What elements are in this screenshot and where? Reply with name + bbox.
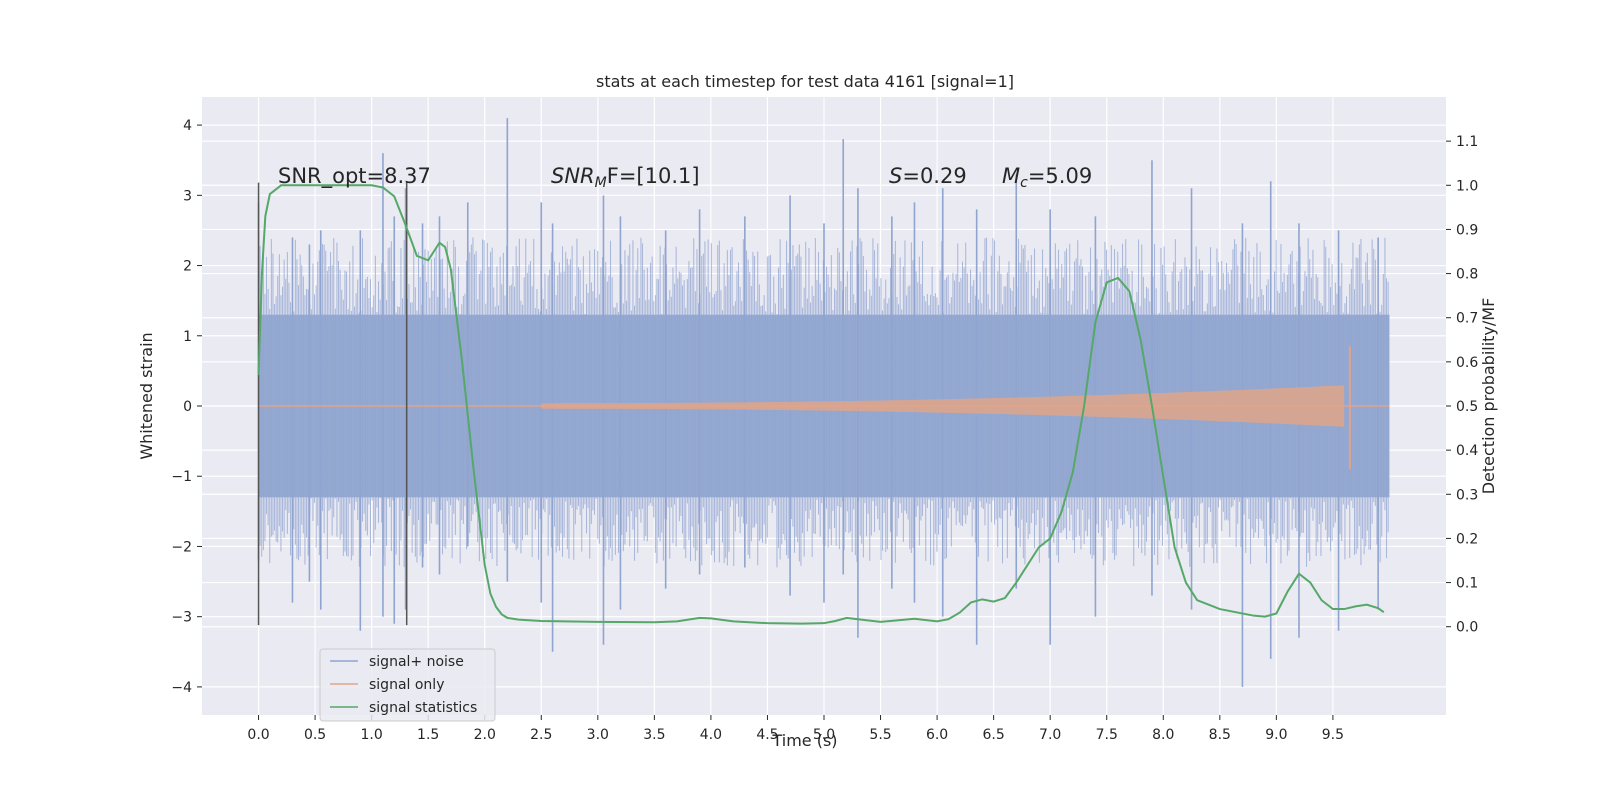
annotation-mc: Mc=5.09 [1002, 164, 1092, 191]
y-right-tick-label: 0.2 [1456, 531, 1478, 547]
x-axis-label: Time (s) [771, 731, 837, 750]
legend: signal+ noise signal only signal statist… [319, 648, 496, 722]
annotation-snr-mf-rest: F=[10.1] [607, 164, 700, 188]
x-tick-label: 4.0 [700, 727, 722, 743]
annotation-s-main: S [889, 164, 902, 188]
x-tick-label: 9.0 [1265, 727, 1287, 743]
y-left-tick-label: 1 [183, 329, 192, 345]
y-right-axis-label: Detection probability/MF [1479, 298, 1498, 495]
y-left-tick-label: 2 [183, 259, 192, 275]
x-tick-label: 2.0 [474, 727, 496, 743]
y-right-tick-label: 0.9 [1456, 222, 1478, 238]
x-tick-label: 1.0 [361, 727, 383, 743]
y-right-tick-label: 0.8 [1456, 267, 1478, 283]
y-right-tick-label: 1.0 [1456, 178, 1478, 194]
x-tick-label: 1.5 [417, 727, 439, 743]
annotation-mc-sub: c [1020, 175, 1028, 191]
y-right-tick-label: 0.7 [1456, 311, 1478, 327]
legend-label-signal-only: signal only [369, 677, 444, 693]
x-tick-label: 4.5 [756, 727, 778, 743]
x-tick-label: 8.5 [1209, 727, 1231, 743]
y-right-tick-label: 0.6 [1456, 355, 1478, 371]
x-tick-label: 5.5 [869, 727, 891, 743]
y-left-tick-label: −3 [171, 610, 192, 626]
y-right-tick-label: 1.1 [1456, 134, 1478, 150]
annotation-mc-rest: =5.09 [1028, 164, 1092, 188]
y-left-axis-label: Whitened strain [137, 332, 156, 459]
noise-series [257, 118, 1390, 687]
x-tick-label: 2.5 [530, 727, 552, 743]
x-tick-label: 9.5 [1322, 727, 1344, 743]
y-right-tick-label: 0.5 [1456, 399, 1478, 415]
x-tick-label: 8.0 [1152, 727, 1174, 743]
y-left-tick-label: −2 [171, 539, 192, 555]
y-right-tick-label: 0.1 [1456, 576, 1478, 592]
x-axis-ticks: 0.0 0.5 1.0 1.5 2.0 2.5 3.0 3.5 4.0 4.5 5.0 5.5 6.0 6… [247, 715, 1344, 743]
y-left-tick-label: 0 [183, 399, 192, 415]
x-tick-label: 3.0 [587, 727, 609, 743]
y-left-axis-ticks: 4 3 2 1 0 −1 −2 −3 −4 [171, 118, 202, 696]
legend-label-signal-statistics: signal statistics [369, 700, 477, 716]
vertical-markers [257, 182, 408, 626]
annotation-snr-mf-sub: M [595, 175, 607, 191]
y-right-axis-ticks: 1.1 1.0 0.9 0.8 0.7 0.6 0.5 0.4 0.3 0.2 0.1 0.0 [1446, 134, 1478, 636]
x-tick-label: 5.0 [813, 727, 835, 743]
x-tick-label: 7.0 [1039, 727, 1061, 743]
y-left-tick-label: 3 [183, 188, 192, 204]
y-right-tick-label: 0.0 [1456, 620, 1478, 636]
y-left-tick-label: −4 [171, 680, 192, 696]
signal-statistics-series [257, 184, 1385, 625]
x-tick-label: 6.5 [983, 727, 1005, 743]
statistics-line [257, 184, 1385, 625]
y-right-tick-label: 0.3 [1456, 487, 1478, 503]
annotation-mc-main: M [1002, 164, 1020, 188]
legend-label-noise: signal+ noise [369, 654, 464, 670]
y-left-tick-label: −1 [171, 469, 192, 485]
signal-only-series [258, 346, 1390, 470]
x-tick-label: 7.5 [1096, 727, 1118, 743]
x-tick-label: 0.0 [247, 727, 269, 743]
annotation-s: S=0.29 [889, 164, 967, 188]
legend-box [319, 648, 496, 722]
annotation-snr-mf-main: SNR [551, 164, 595, 188]
annotation-s-rest: =0.29 [902, 164, 966, 188]
y-left-tick-label: 4 [183, 118, 192, 134]
x-tick-label: 3.5 [643, 727, 665, 743]
chart-title: stats at each timestep for test data 416… [596, 72, 1014, 91]
annotation-snr-opt: SNR_opt=8.37 [278, 164, 431, 189]
annotation-snr-mf: SNRMF=[10.1] [551, 164, 700, 191]
plot-area [257, 118, 1390, 687]
x-tick-label: 6.0 [926, 727, 948, 743]
x-tick-label: 0.5 [304, 727, 326, 743]
y-right-tick-label: 0.4 [1456, 443, 1478, 459]
